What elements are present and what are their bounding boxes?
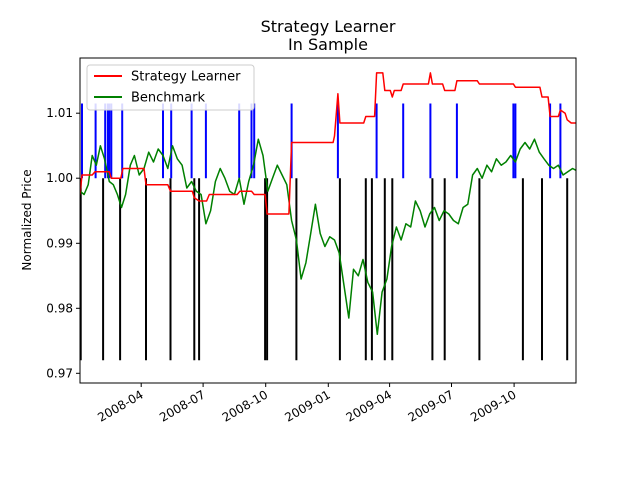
y-tick-label: 0.99 (46, 236, 73, 250)
y-tick-label: 0.98 (46, 301, 73, 315)
trade-entry-lines (80, 103, 569, 361)
plot-area (80, 72, 576, 361)
legend: Strategy Learner Benchmark (86, 64, 255, 111)
series-lines (80, 72, 576, 336)
y-axis-label: Normalized Price (20, 169, 34, 270)
series-line-strategy-learner (80, 72, 576, 215)
chart-title: Strategy Learner (261, 17, 396, 36)
y-tick-label: 1.01 (46, 106, 73, 120)
legend-label-strategy-learner: Strategy Learner (131, 70, 241, 85)
chart-subtitle: In Sample (288, 35, 368, 54)
series-line-benchmark (80, 138, 576, 336)
legend-box (86, 64, 255, 111)
y-axis: 0.97 0.98 0.99 1.00 1.01 (46, 106, 80, 380)
legend-label-benchmark: Benchmark (131, 91, 206, 106)
y-tick-label: 1.00 (46, 171, 73, 185)
y-tick-label: 0.97 (46, 366, 73, 380)
